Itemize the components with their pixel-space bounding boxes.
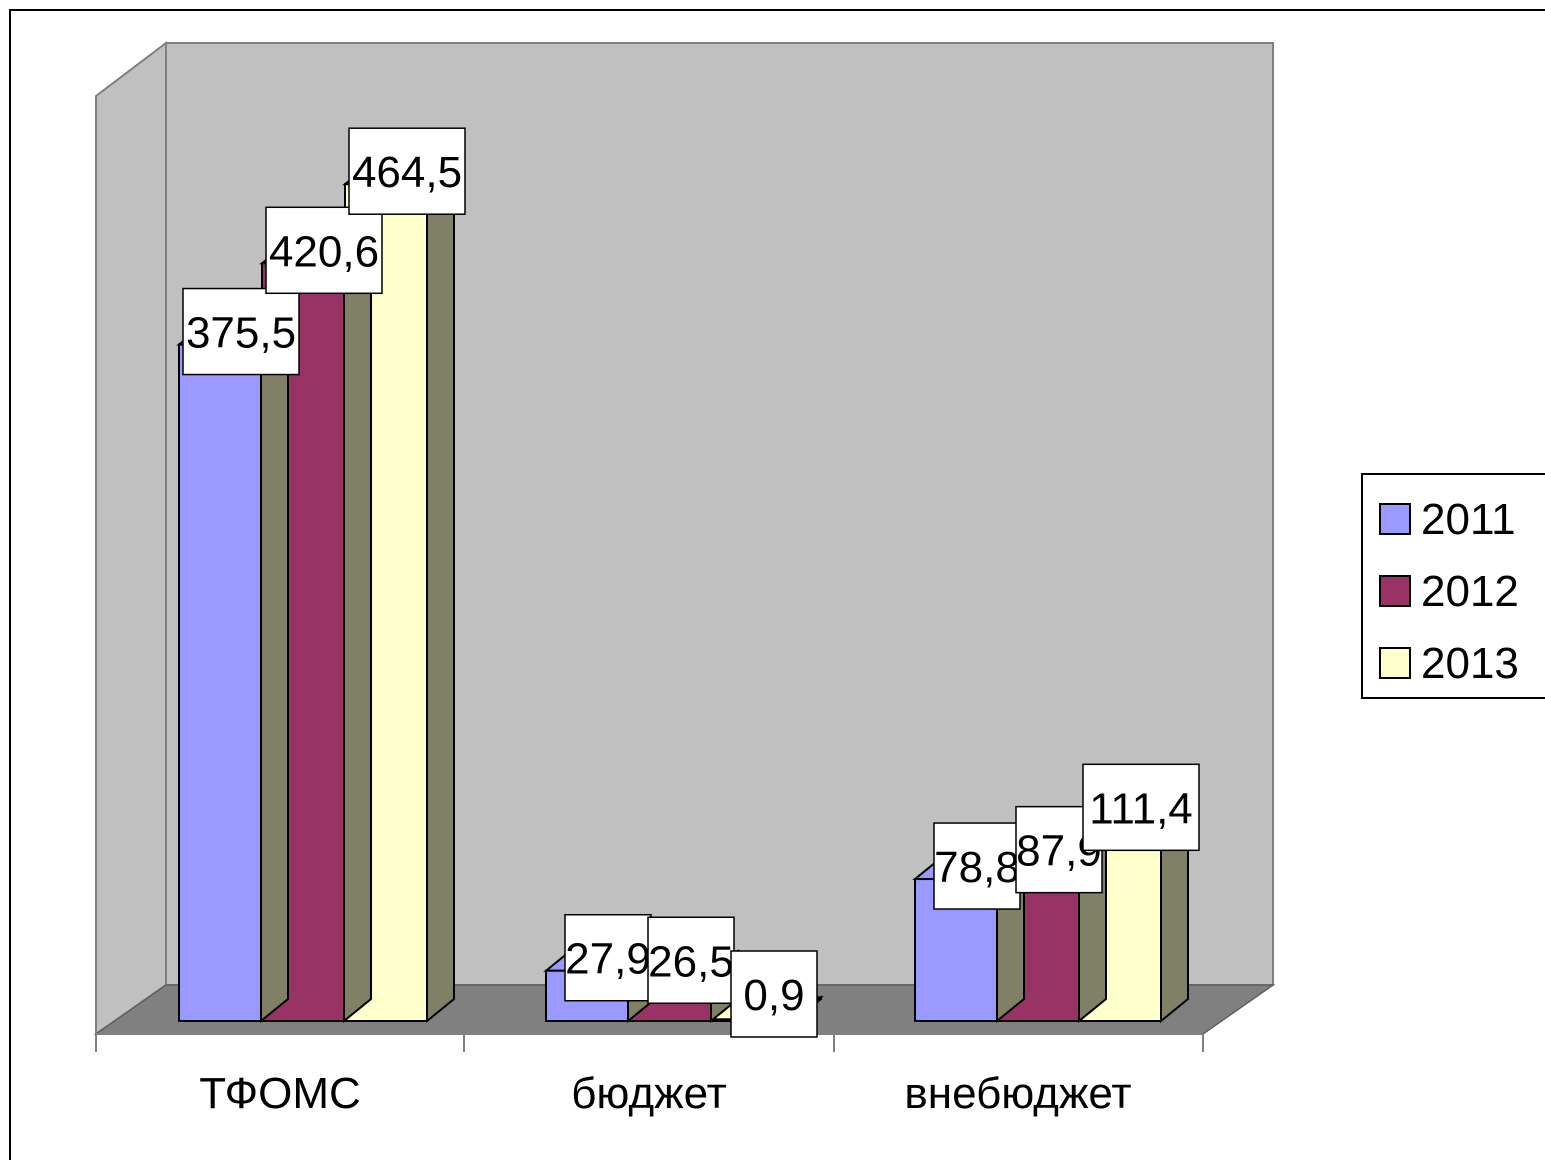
data-label-бюджет-2013: 0,9 [730, 950, 818, 1038]
data-label-text: 464,5 [352, 148, 462, 197]
data-label-box [933, 822, 1021, 910]
category-label-бюджет: бюджет [571, 1069, 727, 1118]
data-label-text: 375,5 [186, 309, 296, 358]
bar-тфомс-2011 [176, 320, 291, 1024]
data-label-text: 0,9 [743, 971, 804, 1020]
data-label-внебюджет-2011: 78,8 [933, 822, 1021, 910]
x-axis-labels: ТФОМС бюджет внебюджет [199, 1069, 1131, 1118]
legend-swatch [1379, 575, 1411, 607]
data-label-text: 111,4 [1089, 784, 1193, 833]
data-label-text: 420,6 [269, 227, 379, 276]
data-label-тфомс-2012: 420,6 [265, 206, 383, 295]
data-label-тфомс-2011: 375,5 [182, 287, 300, 376]
data-label-box [730, 950, 818, 1038]
data-label-тфомс-2013: 464,5 [348, 127, 466, 215]
legend-swatch [1379, 647, 1411, 679]
category-label-тфомс: ТФОМС [199, 1069, 361, 1118]
bar-side-face [260, 320, 289, 1024]
data-label-бюджет-2011: 27,9 [564, 913, 652, 1002]
data-label-box [265, 206, 383, 295]
data-label-text: 26,5 [648, 937, 734, 986]
legend-items: 2011 2012 2013 [1379, 495, 1519, 688]
legend: 2011 2012 2013 [1361, 473, 1545, 699]
data-label-box [647, 916, 735, 1005]
data-label-text: 78,8 [934, 843, 1020, 892]
data-label-box [348, 127, 466, 215]
data-label-box [182, 287, 300, 376]
data-label-внебюджет-2013: 111,4 [1082, 763, 1200, 852]
side-wall [95, 40, 167, 1036]
legend-item-2013: 2013 [1379, 639, 1519, 688]
data-label-text: 27,9 [565, 935, 651, 984]
legend-label: 2013 [1421, 639, 1519, 688]
legend-swatch [1379, 503, 1411, 535]
category-label-внебюджет: внебюджет [904, 1069, 1131, 1118]
legend-label: 2011 [1421, 495, 1516, 544]
data-label-box [1082, 763, 1200, 852]
x-axis-ticks [95, 1034, 1204, 1052]
data-label-бюджет-2012: 26,5 [647, 916, 735, 1005]
bar-side-face [426, 160, 455, 1024]
bar-front-face [178, 343, 262, 1022]
legend-item-2011: 2011 [1379, 495, 1516, 544]
legend-label: 2012 [1421, 567, 1519, 616]
legend-item-2012: 2012 [1379, 567, 1519, 616]
bar-side-face [343, 239, 372, 1024]
